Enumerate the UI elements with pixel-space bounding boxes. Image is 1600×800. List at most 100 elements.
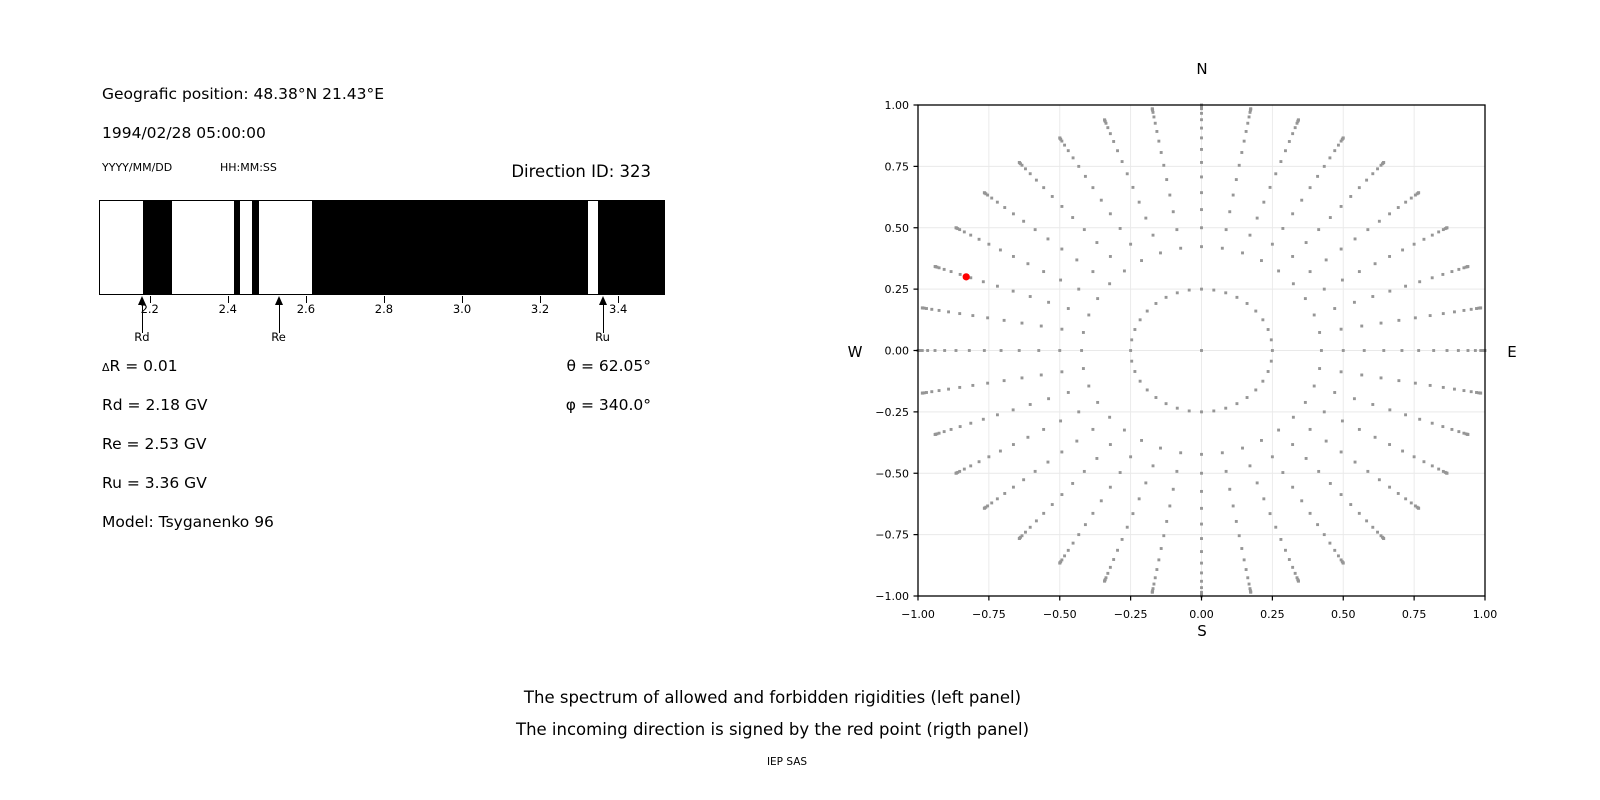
direction-dot [1303, 297, 1307, 301]
direction-dot [1404, 284, 1408, 288]
direction-dot [1262, 200, 1266, 204]
direction-ring-dot [1266, 370, 1270, 373]
x-axis-tick-label: 0.75 [1402, 608, 1427, 621]
direction-dot [933, 349, 937, 352]
x-axis-tick-label: 0.00 [1189, 608, 1214, 621]
direction-dot [1144, 481, 1148, 485]
y-axis-tick-label: −1.00 [875, 590, 909, 603]
direction-dot [1371, 525, 1375, 529]
direction-dot [1445, 471, 1449, 475]
direction-dot [1103, 579, 1106, 583]
direction-dot [1200, 160, 1203, 164]
direction-dot [995, 284, 999, 288]
direction-dot [1039, 324, 1043, 328]
direction-dot [995, 200, 999, 204]
direction-dot [1262, 497, 1266, 501]
direction-dot [1418, 280, 1422, 284]
direction-dot [1379, 321, 1383, 325]
direction-dot [1248, 464, 1252, 468]
direction-dot [1179, 246, 1183, 250]
direction-dot [1339, 327, 1343, 331]
direction-dot [1388, 255, 1392, 258]
re-marker-arrowhead [274, 296, 283, 305]
direction-dot [1162, 534, 1166, 538]
direction-dot [1322, 410, 1326, 414]
direction-dot [1341, 349, 1345, 352]
direction-dot [1104, 121, 1108, 125]
time-format-label: HH:MM:SS [220, 161, 277, 174]
direction-dot [947, 387, 951, 391]
direction-dot [1224, 469, 1228, 473]
direction-dot [1328, 541, 1332, 545]
direction-dot [1401, 248, 1405, 252]
direction-dot [1075, 258, 1079, 262]
direction-dot [986, 193, 990, 197]
direction-dot [1150, 590, 1154, 594]
direction-dot [986, 381, 990, 385]
direction-ring-dot [1270, 349, 1274, 352]
direction-dot [942, 267, 946, 271]
direction-dot [1362, 349, 1366, 352]
direction-ring-dot [1133, 370, 1137, 373]
direction-dot [1087, 384, 1091, 388]
geo-position-label: Geografic position: 48.38°N 21.43°E [102, 85, 385, 103]
direction-dot [958, 425, 962, 429]
direction-dot [1422, 460, 1426, 464]
rigidity-axis-tick-label: 3.4 [609, 302, 628, 316]
direction-dot [1011, 408, 1015, 412]
direction-dot [1341, 561, 1345, 565]
direction-dot [1024, 530, 1027, 534]
direction-ring-dot [1261, 318, 1265, 322]
direction-dot [1104, 576, 1108, 580]
direction-dot [1473, 349, 1477, 352]
direction-dot [1445, 349, 1449, 352]
direction-dot [1413, 381, 1417, 385]
direction-dot [1011, 255, 1015, 258]
direction-dot [1340, 419, 1344, 423]
direction-dot [1466, 433, 1470, 436]
direction-dot [1017, 160, 1021, 164]
direction-dot [1137, 200, 1141, 204]
direction-dot [1081, 331, 1085, 334]
rigidity-axis-tick [462, 296, 464, 303]
direction-dot [1397, 379, 1401, 383]
rigidity-axis-tick-label: 3.0 [452, 302, 472, 316]
direction-dot [1248, 233, 1252, 237]
direction-dot [954, 226, 958, 230]
direction-ring-dot [1138, 318, 1142, 322]
direction-dot [1046, 460, 1050, 464]
direction-dot [1151, 464, 1155, 468]
allowed-band [252, 201, 260, 294]
rigidity-axis-tick [227, 296, 230, 303]
direction-dot [1430, 464, 1434, 468]
ru-marker-arrow [602, 304, 604, 333]
direction-dot [1244, 130, 1248, 133]
direction-ring-dot [1164, 295, 1168, 299]
direction-dot [1377, 219, 1381, 223]
direction-dot [1024, 167, 1027, 171]
direction-dot [1200, 550, 1203, 554]
direction-dot [1153, 576, 1157, 580]
direction-ring-dot [1138, 379, 1142, 383]
direction-dot [990, 196, 994, 200]
direction-dot [1328, 482, 1332, 485]
direction-dot [1200, 226, 1203, 230]
direction-dot [1441, 272, 1445, 276]
y-axis-tick-label: −0.75 [875, 529, 909, 542]
direction-dot [1316, 523, 1320, 527]
direction-dot [1003, 206, 1007, 209]
direction-dot [1277, 428, 1281, 432]
direction-dot [1082, 469, 1086, 473]
compass-south-label: S [1197, 622, 1207, 640]
direction-dot [958, 469, 962, 473]
direction-dot [1333, 391, 1337, 394]
direction-ring-dot [1261, 379, 1265, 383]
rd-marker-arrow [141, 304, 144, 333]
direction-dot [1175, 469, 1179, 473]
direction-dot [1095, 456, 1099, 460]
direction-dot [1022, 219, 1026, 223]
direction-dot [1268, 185, 1272, 189]
direction-dot [1083, 523, 1087, 527]
direction-dot [1120, 160, 1124, 164]
direction-dot [1144, 216, 1148, 220]
